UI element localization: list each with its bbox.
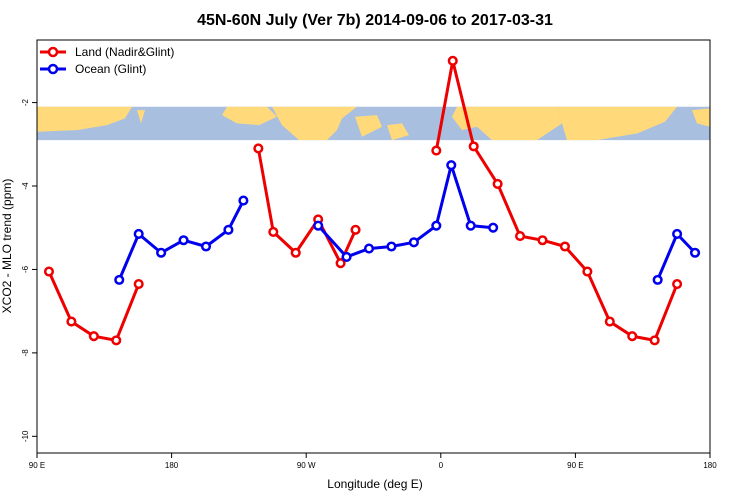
x-tick-label: 90 W bbox=[297, 461, 316, 470]
x-tick-label: 90 E bbox=[567, 461, 583, 470]
data-point-ocean bbox=[238, 195, 249, 206]
x-axis: 90 E 180 90 W 0 90 E 180 bbox=[29, 453, 717, 470]
legend-item-land: Land (Nadir&Glint) bbox=[40, 45, 174, 59]
series-line-land bbox=[434, 59, 679, 342]
legend-label-land: Land (Nadir&Glint) bbox=[75, 45, 174, 59]
map-land-shape bbox=[387, 123, 409, 141]
map-land-shape bbox=[272, 106, 357, 141]
x-tick-label: 180 bbox=[703, 461, 717, 470]
legend-label-ocean: Ocean (Glint) bbox=[75, 62, 146, 76]
data-point-land bbox=[537, 235, 548, 246]
data-point-ocean bbox=[465, 220, 476, 231]
map-land-shape bbox=[452, 106, 562, 141]
data-point-land bbox=[468, 141, 479, 152]
chart-title: 45N-60N July (Ver 7b) 2014-09-06 to 2017… bbox=[197, 12, 553, 29]
map-land-shape bbox=[137, 110, 145, 124]
series-line-land bbox=[47, 270, 141, 342]
data-point-land bbox=[268, 226, 279, 237]
y-tick-label: -4 bbox=[21, 182, 30, 190]
series-line-ocean bbox=[656, 232, 697, 281]
series-line-land bbox=[256, 148, 357, 265]
data-point-ocean bbox=[341, 251, 352, 262]
y-tick-label: -6 bbox=[21, 265, 30, 273]
y-axis: -2 -4 -6 -8 -10 bbox=[21, 98, 37, 442]
data-point-land bbox=[350, 224, 361, 235]
data-point-ocean bbox=[386, 241, 397, 252]
map-land-shape bbox=[355, 115, 382, 137]
data-point-ocean bbox=[313, 220, 324, 231]
data-point-land bbox=[515, 231, 526, 242]
data-point-ocean bbox=[133, 228, 144, 240]
data-point-land bbox=[559, 241, 570, 252]
data-point-land bbox=[492, 178, 503, 189]
data-point-land bbox=[582, 266, 593, 277]
data-point-land bbox=[88, 331, 99, 342]
map-land-shape bbox=[557, 106, 677, 141]
data-point-ocean bbox=[672, 228, 683, 240]
data-point-ocean bbox=[446, 160, 457, 171]
series-layer bbox=[43, 55, 701, 346]
series-land bbox=[43, 55, 683, 346]
data-point-land bbox=[649, 335, 660, 346]
world-map-band bbox=[37, 106, 710, 141]
y-tick-label: -8 bbox=[21, 349, 30, 357]
map-land-shape bbox=[692, 108, 710, 127]
legend: Land (Nadir&Glint) Ocean (Glint) bbox=[40, 45, 174, 76]
data-point-ocean bbox=[156, 247, 167, 258]
data-point-land bbox=[627, 331, 638, 342]
data-point-ocean bbox=[200, 241, 212, 252]
y-tick-label: -10 bbox=[21, 430, 30, 442]
data-point-land bbox=[447, 55, 458, 66]
data-point-land bbox=[672, 278, 683, 290]
x-axis-label: Longitude (deg E) bbox=[327, 477, 422, 491]
data-point-land bbox=[66, 316, 77, 327]
data-point-land bbox=[604, 316, 615, 327]
legend-item-ocean: Ocean (Glint) bbox=[40, 62, 146, 76]
data-point-ocean bbox=[114, 274, 125, 285]
y-tick-label: -2 bbox=[21, 98, 30, 106]
data-point-ocean bbox=[363, 243, 375, 254]
data-point-land bbox=[43, 266, 55, 277]
data-point-ocean bbox=[689, 247, 701, 258]
data-point-land bbox=[335, 258, 346, 269]
data-point-land bbox=[290, 247, 301, 258]
plot-frame bbox=[36, 39, 711, 454]
data-point-land bbox=[431, 145, 442, 156]
data-point-ocean bbox=[178, 235, 189, 246]
data-point-land bbox=[111, 335, 122, 346]
series-line-ocean bbox=[317, 163, 494, 259]
series-ocean bbox=[114, 160, 701, 285]
y-axis-label: XCO2 - MLO trend (ppm) bbox=[0, 179, 14, 314]
data-point-land bbox=[253, 143, 264, 154]
data-point-ocean bbox=[408, 237, 419, 248]
map-land-shape bbox=[222, 106, 277, 126]
x-tick-label: 0 bbox=[439, 461, 444, 470]
legend-marker-land bbox=[47, 46, 59, 58]
x-tick-label: 180 bbox=[165, 461, 179, 470]
map-band-land bbox=[37, 106, 710, 141]
data-point-ocean bbox=[488, 222, 499, 233]
data-point-ocean bbox=[223, 224, 234, 235]
x-tick-label: 90 E bbox=[29, 461, 45, 470]
legend-marker-ocean bbox=[47, 63, 59, 75]
data-point-ocean bbox=[652, 274, 663, 285]
data-point-land bbox=[133, 278, 144, 290]
map-land-shape bbox=[37, 106, 132, 132]
data-point-ocean bbox=[431, 220, 442, 231]
